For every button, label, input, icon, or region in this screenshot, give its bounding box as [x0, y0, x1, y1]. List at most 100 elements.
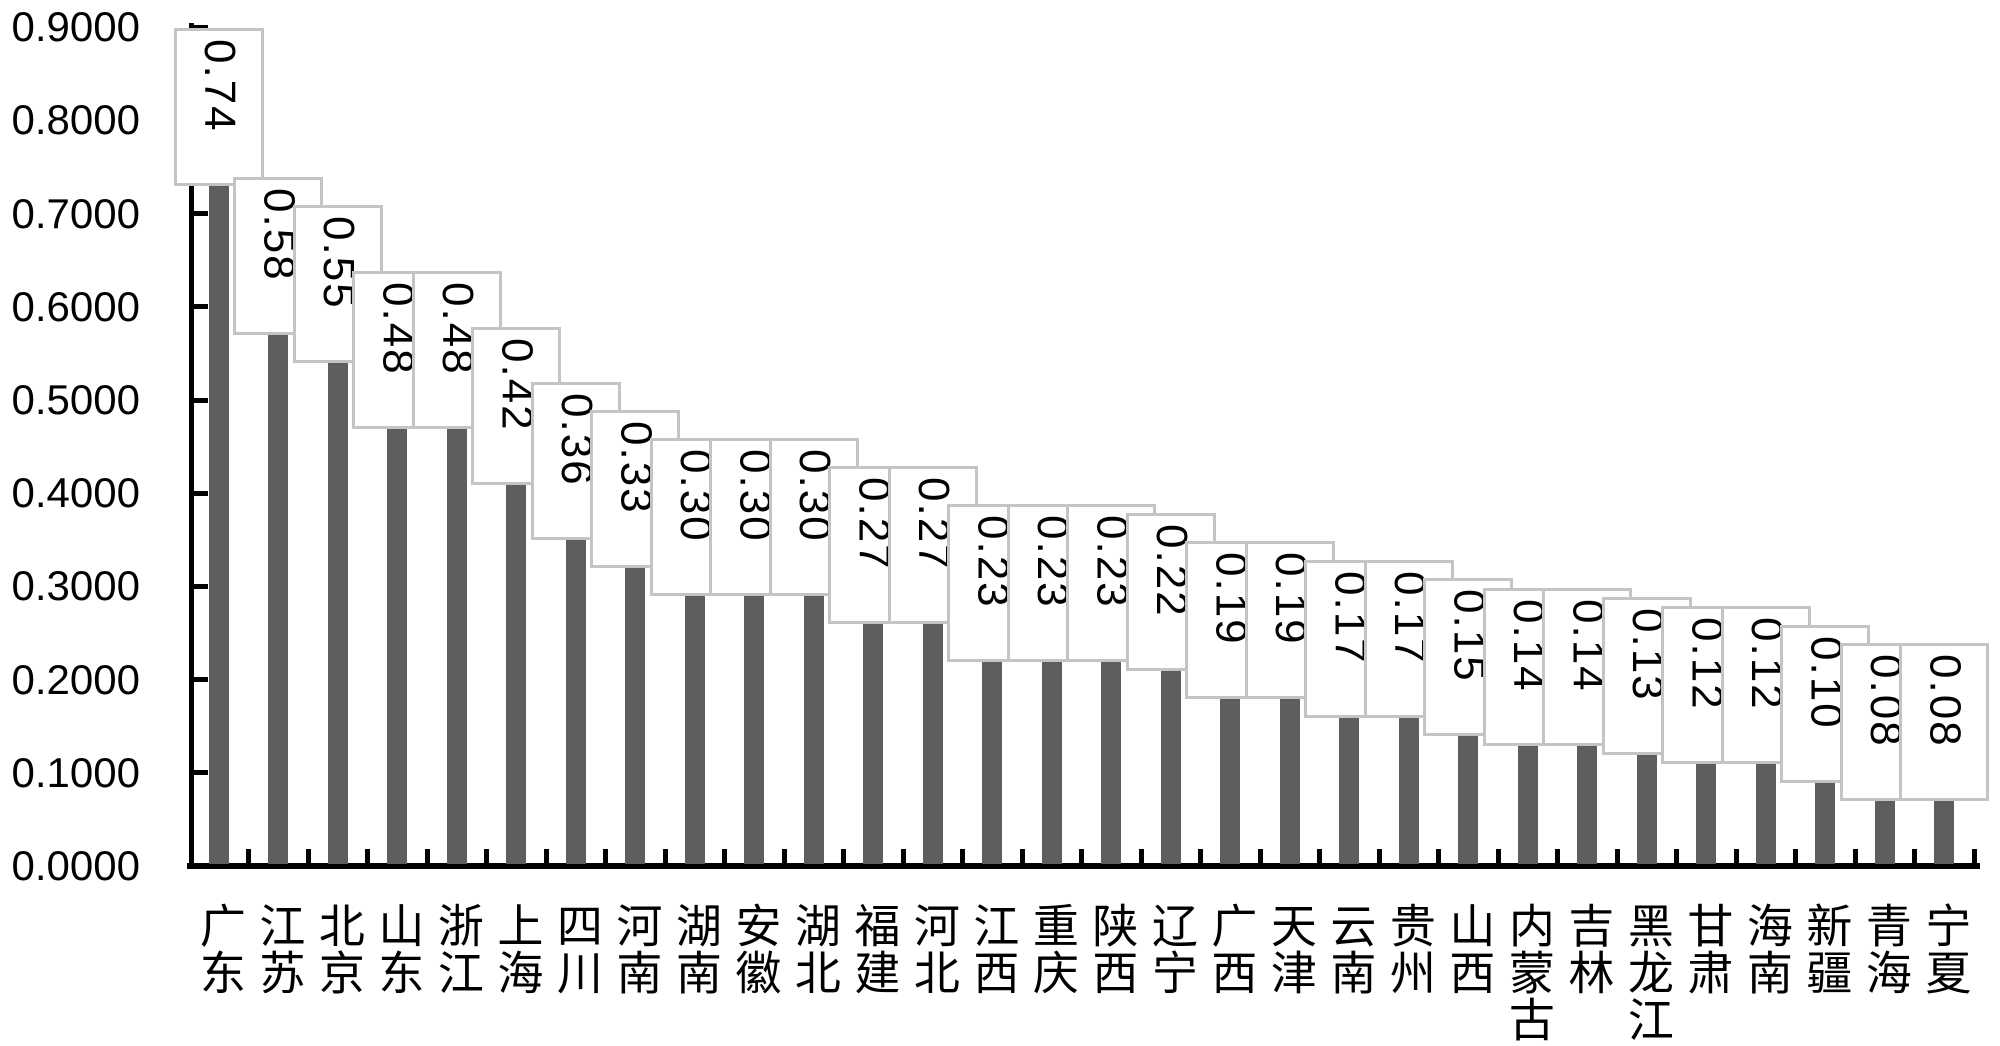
x-axis-line	[187, 863, 1980, 869]
x-axis-category-text: 北京	[312, 902, 364, 996]
x-axis-tick	[1674, 849, 1679, 863]
y-axis-tick-label: 0.4000	[11, 469, 140, 517]
x-axis-category-text: 吉林	[1562, 902, 1614, 996]
bar-value-label-box: 0.08	[1899, 643, 1990, 802]
x-axis-category-label: 安徽	[725, 902, 785, 1046]
x-axis-category-text: 上海	[491, 902, 543, 996]
y-axis-tick	[194, 490, 208, 496]
x-axis-tick	[305, 849, 311, 863]
bar	[327, 353, 348, 864]
bar	[1458, 726, 1479, 864]
x-axis-category-text: 广西	[1205, 902, 1257, 996]
y-axis-tick-label: 0.8000	[11, 96, 140, 144]
x-axis-tick	[1019, 849, 1025, 863]
x-axis-category-text: 山西	[1443, 902, 1495, 996]
bar-value-label: 0.08	[1920, 654, 1970, 749]
x-axis-category-text: 内蒙古	[1502, 902, 1554, 1043]
bar	[387, 418, 408, 864]
bar	[1101, 651, 1122, 864]
bar-value-label-box: 0.33	[590, 410, 681, 569]
x-axis-category-label: 海南	[1736, 902, 1796, 1046]
x-axis-category-label: 江苏	[249, 902, 309, 1046]
x-axis-tick	[1852, 849, 1858, 863]
x-axis-tick	[1257, 849, 1263, 863]
x-axis-tick	[365, 849, 370, 863]
x-axis-category-text: 河南	[610, 902, 662, 996]
x-axis-tick	[424, 849, 430, 863]
bar	[1696, 754, 1717, 864]
bar	[1577, 735, 1598, 864]
x-axis-tick	[1376, 849, 1382, 863]
x-axis-category-text: 贵州	[1383, 902, 1435, 996]
y-axis-tick-label: 0.9000	[11, 3, 140, 51]
bar	[446, 418, 467, 864]
x-axis-tick	[1079, 849, 1084, 863]
x-axis-tick	[1555, 849, 1560, 863]
bar	[684, 586, 705, 864]
x-axis-category-label: 山西	[1439, 902, 1499, 1046]
bar	[1934, 791, 1955, 864]
x-axis-category-text: 湖南	[669, 902, 721, 996]
bar	[1220, 688, 1241, 864]
x-axis-tick	[1733, 849, 1739, 863]
x-axis-category-text: 新疆	[1800, 902, 1852, 996]
x-axis-category-label: 青海	[1855, 902, 1915, 1046]
x-axis-tick	[1912, 849, 1917, 863]
x-axis-category-label: 辽宁	[1141, 902, 1201, 1046]
x-axis-category-text: 江苏	[253, 902, 305, 996]
bar	[982, 651, 1003, 864]
x-axis-category-label: 北京	[308, 902, 368, 1046]
x-axis-category-text: 四川	[550, 902, 602, 996]
x-axis-tick	[900, 849, 906, 863]
x-axis-category-label: 广东	[189, 902, 249, 1046]
x-axis-category-label: 福建	[844, 902, 904, 1046]
bar	[1755, 754, 1776, 864]
x-axis-category-label: 黑龙江	[1617, 902, 1677, 1046]
x-axis-tick	[1317, 849, 1322, 863]
x-axis-category-text: 辽宁	[1145, 902, 1197, 996]
x-axis-category-label: 吉林	[1558, 902, 1618, 1046]
x-axis-category-label: 江西	[963, 902, 1023, 1046]
x-axis-category-label: 四川	[546, 902, 606, 1046]
x-axis-category-label: 河南	[606, 902, 666, 1046]
bar	[506, 474, 527, 864]
x-axis-category-label: 河北	[903, 902, 963, 1046]
bar	[565, 530, 586, 864]
x-axis-tick	[960, 849, 965, 863]
x-axis-category-label: 广西	[1201, 902, 1261, 1046]
x-axis-tick	[781, 849, 787, 863]
x-axis-category-text: 陕西	[1086, 902, 1138, 996]
x-axis-tick	[841, 849, 846, 863]
x-axis-tick	[1198, 849, 1203, 863]
y-axis-tick-label: 0.7000	[11, 189, 140, 237]
x-axis-tick	[246, 849, 251, 863]
x-axis-category-text: 天津	[1264, 902, 1316, 996]
bar	[1517, 735, 1538, 864]
y-axis-tick	[194, 304, 208, 310]
bar	[1339, 707, 1360, 864]
x-axis-category-label: 贵州	[1379, 902, 1439, 1046]
x-axis-category-text: 湖北	[788, 902, 840, 996]
bar	[268, 325, 289, 864]
x-axis-tick	[1971, 849, 1977, 863]
x-axis-category-label: 新疆	[1796, 902, 1856, 1046]
x-axis-category-text: 福建	[848, 902, 900, 996]
x-axis-tick	[722, 849, 727, 863]
x-axis-category-text: 安徽	[729, 902, 781, 996]
x-axis-tick	[484, 849, 489, 863]
bar	[1815, 772, 1836, 864]
x-axis-category-label: 陕西	[1082, 902, 1142, 1046]
x-axis-category-text: 江西	[967, 902, 1019, 996]
bar-value-label-box: 0.55	[292, 205, 383, 364]
x-axis-category-label: 山东	[368, 902, 428, 1046]
x-axis-category-label: 湖南	[665, 902, 725, 1046]
bar	[1041, 651, 1062, 864]
x-axis-tick	[1614, 849, 1620, 863]
y-axis-tick-label: 0.5000	[11, 376, 140, 423]
x-axis-category-label: 天津	[1260, 902, 1320, 1046]
bar-value-label-box: 0.74	[173, 28, 264, 187]
x-axis-tick	[543, 849, 549, 863]
x-axis-category-text: 山东	[372, 902, 424, 996]
bar	[625, 558, 646, 864]
